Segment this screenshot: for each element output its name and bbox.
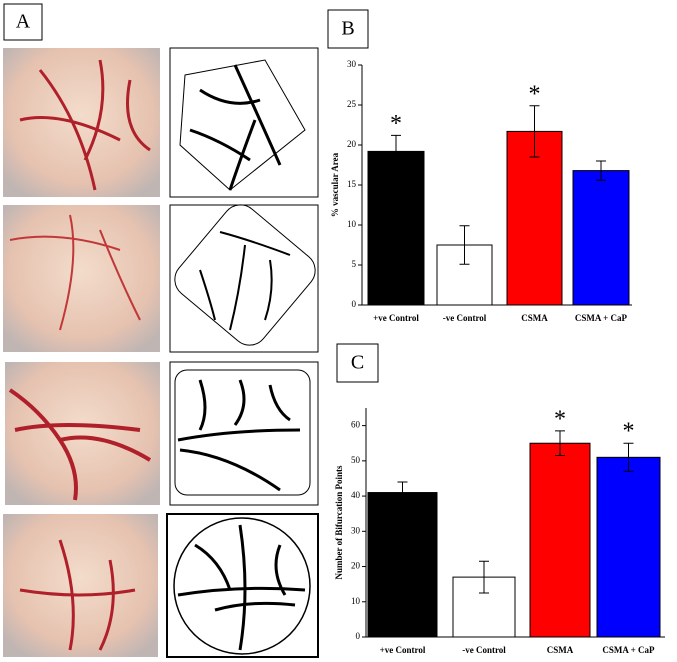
error-bar [555, 430, 565, 457]
x-tick-label: -ve Control [462, 645, 506, 655]
x-tick-label: CSMA + CaP [575, 313, 628, 323]
x-tick-label: +ve Control [380, 645, 426, 655]
bar [529, 442, 591, 638]
bar [367, 492, 438, 638]
y-tick-label: 0 [352, 299, 357, 309]
y-axis-label: Number of Bifurcation Points [334, 465, 344, 579]
error-bar [397, 481, 408, 504]
y-tick-label: 40 [351, 490, 361, 500]
y-axis-label: % vascular Area [330, 152, 340, 217]
y-tick-label: 30 [347, 59, 357, 69]
y-tick-label: 50 [351, 455, 361, 465]
panel-label-box [3, 3, 43, 41]
panel-label-box [327, 9, 369, 49]
error-bar [479, 560, 489, 594]
photos [3, 48, 160, 657]
panel-label: A [16, 11, 31, 33]
y-tick-label: 30 [351, 525, 361, 535]
error-bar [596, 160, 606, 181]
x-tick-label: +ve Control [373, 313, 419, 323]
y-tick-label: 0 [356, 631, 361, 641]
x-tick-label: CSMA [547, 645, 574, 655]
y-tick-label: 15 [347, 179, 357, 189]
y-tick-label: 60 [351, 420, 361, 430]
panel-label: C [351, 352, 364, 374]
significance-marker: * [623, 419, 635, 445]
y-tick-label: 10 [351, 596, 361, 606]
bar [367, 150, 425, 306]
x-tick-label: -ve Control [443, 313, 487, 323]
significance-marker: * [529, 81, 541, 107]
error-bar [623, 442, 634, 472]
x-tick-label: CSMA + CaP [602, 645, 655, 655]
y-tick-label: 5 [352, 259, 357, 269]
y-tick-label: 25 [347, 99, 357, 109]
axes [361, 65, 632, 306]
significance-marker: * [390, 111, 402, 137]
panel-label-box [336, 343, 379, 383]
error-bar [391, 134, 401, 168]
error-bar [529, 105, 540, 158]
bar [596, 456, 661, 638]
y-tick-label: 20 [347, 139, 357, 149]
y-tick-label: 10 [347, 219, 357, 229]
significance-marker: * [554, 406, 566, 432]
sketches [166, 47, 319, 658]
error-bar [459, 225, 470, 265]
x-tick-label: CSMA [521, 313, 548, 323]
panel-label: B [341, 18, 354, 40]
y-tick-label: 20 [351, 561, 361, 571]
axes [365, 408, 665, 638]
bar [572, 170, 630, 306]
bar [506, 130, 563, 306]
